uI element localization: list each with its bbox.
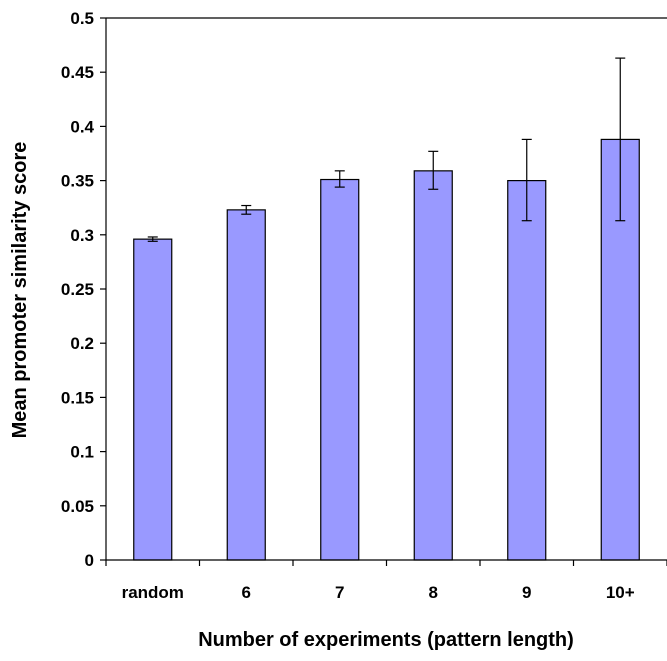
y-tick-label: 0.35 bbox=[61, 172, 94, 191]
y-tick-label: 0.3 bbox=[70, 226, 94, 245]
bar bbox=[507, 180, 547, 561]
y-tick-label: 0.15 bbox=[61, 388, 94, 407]
x-axis-title: Number of experiments (pattern length) bbox=[198, 629, 574, 651]
y-axis-title: Mean promoter similarity score bbox=[9, 142, 31, 439]
x-tick-label: 8 bbox=[429, 583, 438, 602]
y-tick-label: 0.4 bbox=[70, 117, 94, 136]
y-tick-label: 0.45 bbox=[61, 63, 94, 82]
bar bbox=[226, 209, 266, 561]
x-tick-label: 6 bbox=[242, 583, 251, 602]
bar bbox=[320, 178, 360, 561]
y-tick-label: 0 bbox=[85, 551, 94, 570]
y-tick-label: 0.25 bbox=[61, 280, 94, 299]
y-tick-label: 0.2 bbox=[70, 334, 94, 353]
bar bbox=[413, 170, 453, 561]
y-tick-label: 0.1 bbox=[70, 443, 94, 462]
x-tick-label: 7 bbox=[335, 583, 344, 602]
bar bbox=[133, 238, 173, 561]
x-tick-label: random bbox=[122, 583, 184, 602]
y-tick-label: 0.5 bbox=[70, 9, 94, 28]
x-tick-label: 9 bbox=[522, 583, 531, 602]
y-tick-label: 0.05 bbox=[61, 497, 94, 516]
x-tick-label: 10+ bbox=[606, 583, 635, 602]
